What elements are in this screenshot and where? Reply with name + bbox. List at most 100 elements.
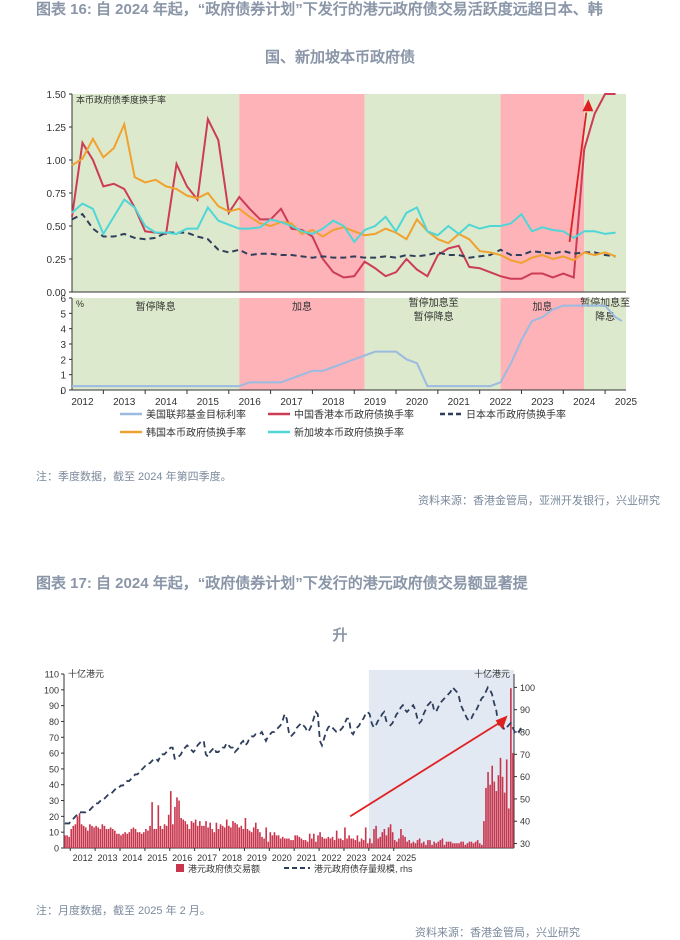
left-ytick-label: 50 xyxy=(49,764,59,774)
bar xyxy=(66,835,68,848)
bar xyxy=(383,829,386,848)
bar xyxy=(304,840,307,848)
bar xyxy=(414,843,417,848)
bar xyxy=(198,821,201,848)
left-ytick-label: 60 xyxy=(49,749,59,759)
bar xyxy=(447,841,450,848)
bar xyxy=(489,784,491,848)
bar xyxy=(124,832,126,848)
bar xyxy=(176,797,178,848)
bar xyxy=(346,838,348,848)
right-ytick-label: 30 xyxy=(520,839,530,849)
top-ytick-label: 0.50 xyxy=(47,222,67,233)
bar xyxy=(232,821,234,848)
bar xyxy=(209,822,211,848)
bar xyxy=(410,843,413,848)
bar xyxy=(147,830,149,848)
bar xyxy=(244,817,247,848)
bar xyxy=(379,836,382,848)
bar xyxy=(267,841,270,848)
bar xyxy=(317,835,319,848)
bar xyxy=(337,838,340,848)
legend-label-1: 中国香港本币政府债换手率 xyxy=(294,408,414,421)
xtick-label: 2022 xyxy=(321,853,341,863)
bar xyxy=(259,832,261,848)
bar xyxy=(109,827,112,848)
bar xyxy=(113,830,116,848)
bar xyxy=(149,825,151,848)
bar xyxy=(395,841,398,848)
bar xyxy=(95,825,97,848)
bar xyxy=(381,832,384,848)
bar xyxy=(406,841,408,848)
bar xyxy=(288,838,290,848)
bar xyxy=(234,822,236,848)
bottom-ytick-label: 1 xyxy=(60,371,66,382)
xtick-label: 2019 xyxy=(247,853,267,863)
bar xyxy=(358,841,361,848)
bar xyxy=(97,827,99,848)
bar xyxy=(254,822,257,848)
region-top-0 xyxy=(72,94,240,292)
xtick-label: 2013 xyxy=(98,853,118,863)
figure16-source: 资料来源：香港金管局，亚洲开发银行，兴业研究 xyxy=(418,495,660,507)
legend-label-3: 韩国本币政府债换手率 xyxy=(146,426,246,439)
bar xyxy=(207,827,209,848)
legend-label-line: 港元政府债存量规模, rhs xyxy=(314,863,413,874)
bar xyxy=(116,833,118,848)
bar xyxy=(385,835,388,848)
top-ytick-label: 1.50 xyxy=(47,90,67,101)
bar xyxy=(225,819,228,848)
bar xyxy=(186,824,189,848)
bar xyxy=(136,832,139,848)
bar xyxy=(273,832,276,848)
bar xyxy=(296,835,299,848)
left-ytick-label: 70 xyxy=(49,733,59,743)
bar xyxy=(182,819,185,848)
bar xyxy=(369,838,371,848)
bar xyxy=(308,833,311,848)
left-ytick-label: 80 xyxy=(49,717,59,727)
xtick-label: 2021 xyxy=(297,853,317,863)
bar xyxy=(460,841,462,848)
region-top-1 xyxy=(239,94,365,292)
bar xyxy=(82,825,85,848)
bar xyxy=(242,829,245,848)
bar xyxy=(238,827,241,848)
bar xyxy=(487,772,489,848)
bar xyxy=(155,829,158,848)
bar xyxy=(300,838,303,848)
xtick-label: 2024 xyxy=(573,397,596,408)
bar xyxy=(501,776,504,848)
bar xyxy=(279,838,282,848)
stock-line xyxy=(64,685,522,825)
bar xyxy=(507,808,510,848)
bar xyxy=(402,835,404,848)
bar xyxy=(493,781,496,848)
bar xyxy=(483,821,485,848)
xtick-label: 2012 xyxy=(71,397,94,408)
bar xyxy=(192,822,195,848)
bar xyxy=(429,840,431,848)
bar xyxy=(462,841,464,848)
bar xyxy=(323,838,326,848)
bar xyxy=(269,832,272,848)
bar xyxy=(219,824,222,848)
right-ytick-label: 90 xyxy=(520,705,530,715)
top-ytick-label: 1.25 xyxy=(47,123,67,134)
bar xyxy=(205,821,207,848)
bar xyxy=(387,827,390,848)
region-bottom-4 xyxy=(584,298,626,390)
bottom-ylabel: % xyxy=(76,299,84,309)
bar xyxy=(352,838,355,848)
bar xyxy=(126,833,129,848)
region-label-1-0: 加息 xyxy=(292,300,312,313)
bar xyxy=(265,827,267,848)
region-label-3-0: 加息 xyxy=(532,300,552,313)
bar xyxy=(348,835,350,848)
bottom-ytick-label: 5 xyxy=(60,309,66,320)
bar xyxy=(373,829,375,848)
left-axis-title: 十亿港元 xyxy=(68,668,104,679)
region-top-3 xyxy=(500,94,585,292)
